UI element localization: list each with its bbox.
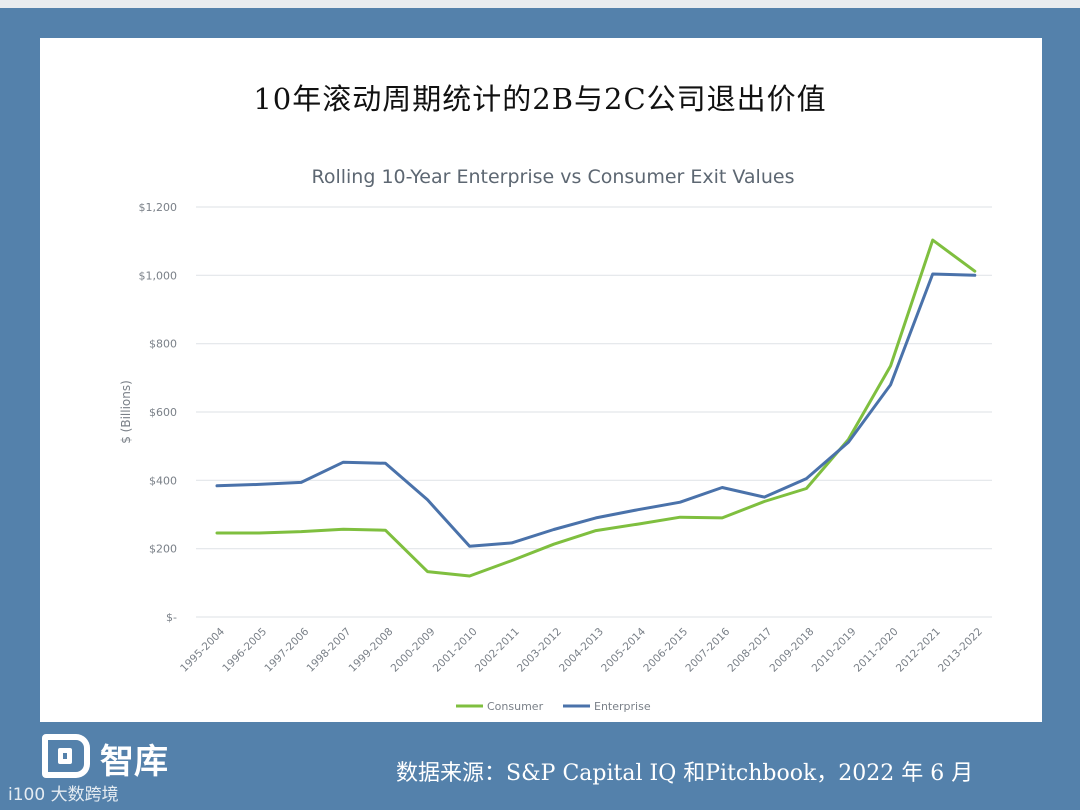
- series-line-consumer: [215, 238, 977, 578]
- x-tick-label: 2003-2012: [515, 626, 564, 675]
- x-tick-label: 2012-2021: [894, 626, 943, 675]
- slide-title: 10年滚动周期统计的2B与2C公司退出价值: [253, 82, 827, 116]
- x-tick-label: 2007-2016: [683, 625, 732, 674]
- x-tick-label: 1996-2005: [220, 626, 269, 675]
- y-tick-label: $800: [149, 338, 177, 351]
- series-line-enterprise: [215, 272, 977, 548]
- x-tick-label: 1997-2006: [262, 625, 311, 674]
- top-frame-strip: [0, 0, 1080, 8]
- logo-name: 智库: [100, 742, 168, 782]
- x-tick-label: 1999-2008: [347, 626, 396, 675]
- x-tick-label: 2011-2020: [852, 626, 901, 675]
- y-tick-label: $-: [166, 611, 177, 624]
- x-tick-label: 2010-2019: [810, 626, 859, 675]
- x-tick-label: 2001-2010: [431, 626, 480, 675]
- x-tick-label: 2013-2022: [936, 626, 985, 675]
- slide-card: [40, 38, 1042, 722]
- x-tick-label: 2008-2017: [725, 626, 774, 675]
- x-tick-label: 2004-2013: [557, 626, 606, 675]
- x-tick-label: 2005-2014: [599, 625, 648, 674]
- source-note: 数据来源：S&P Capital IQ 和Pitchbook，2022 年 6 …: [396, 761, 974, 786]
- logo-subtitle: i100 大数跨境: [8, 785, 119, 805]
- y-tick-label: $1,200: [139, 201, 178, 214]
- y-tick-label: $1,000: [139, 269, 178, 282]
- x-tick-label: 2009-2018: [768, 626, 817, 675]
- y-tick-label: $400: [149, 474, 177, 487]
- legend-label-enterprise: Enterprise: [594, 700, 651, 713]
- chart-title: Rolling 10-Year Enterprise vs Consumer E…: [311, 166, 795, 188]
- x-tick-label: 1998-2007: [304, 626, 353, 675]
- logo-mark-icon: [42, 734, 90, 778]
- x-tick-label: 1995-2004: [178, 625, 227, 674]
- y-tick-label: $600: [149, 406, 177, 419]
- x-tick-label: 2000-2009: [389, 626, 438, 675]
- y-axis-label: $ (Billions): [119, 380, 133, 444]
- legend-label-consumer: Consumer: [487, 700, 544, 713]
- y-tick-label: $200: [149, 543, 177, 556]
- x-tick-label: 2006-2015: [641, 626, 690, 675]
- x-tick-label: 2002-2011: [473, 626, 522, 675]
- brand-logo: 智库 i100 大数跨境: [8, 728, 202, 805]
